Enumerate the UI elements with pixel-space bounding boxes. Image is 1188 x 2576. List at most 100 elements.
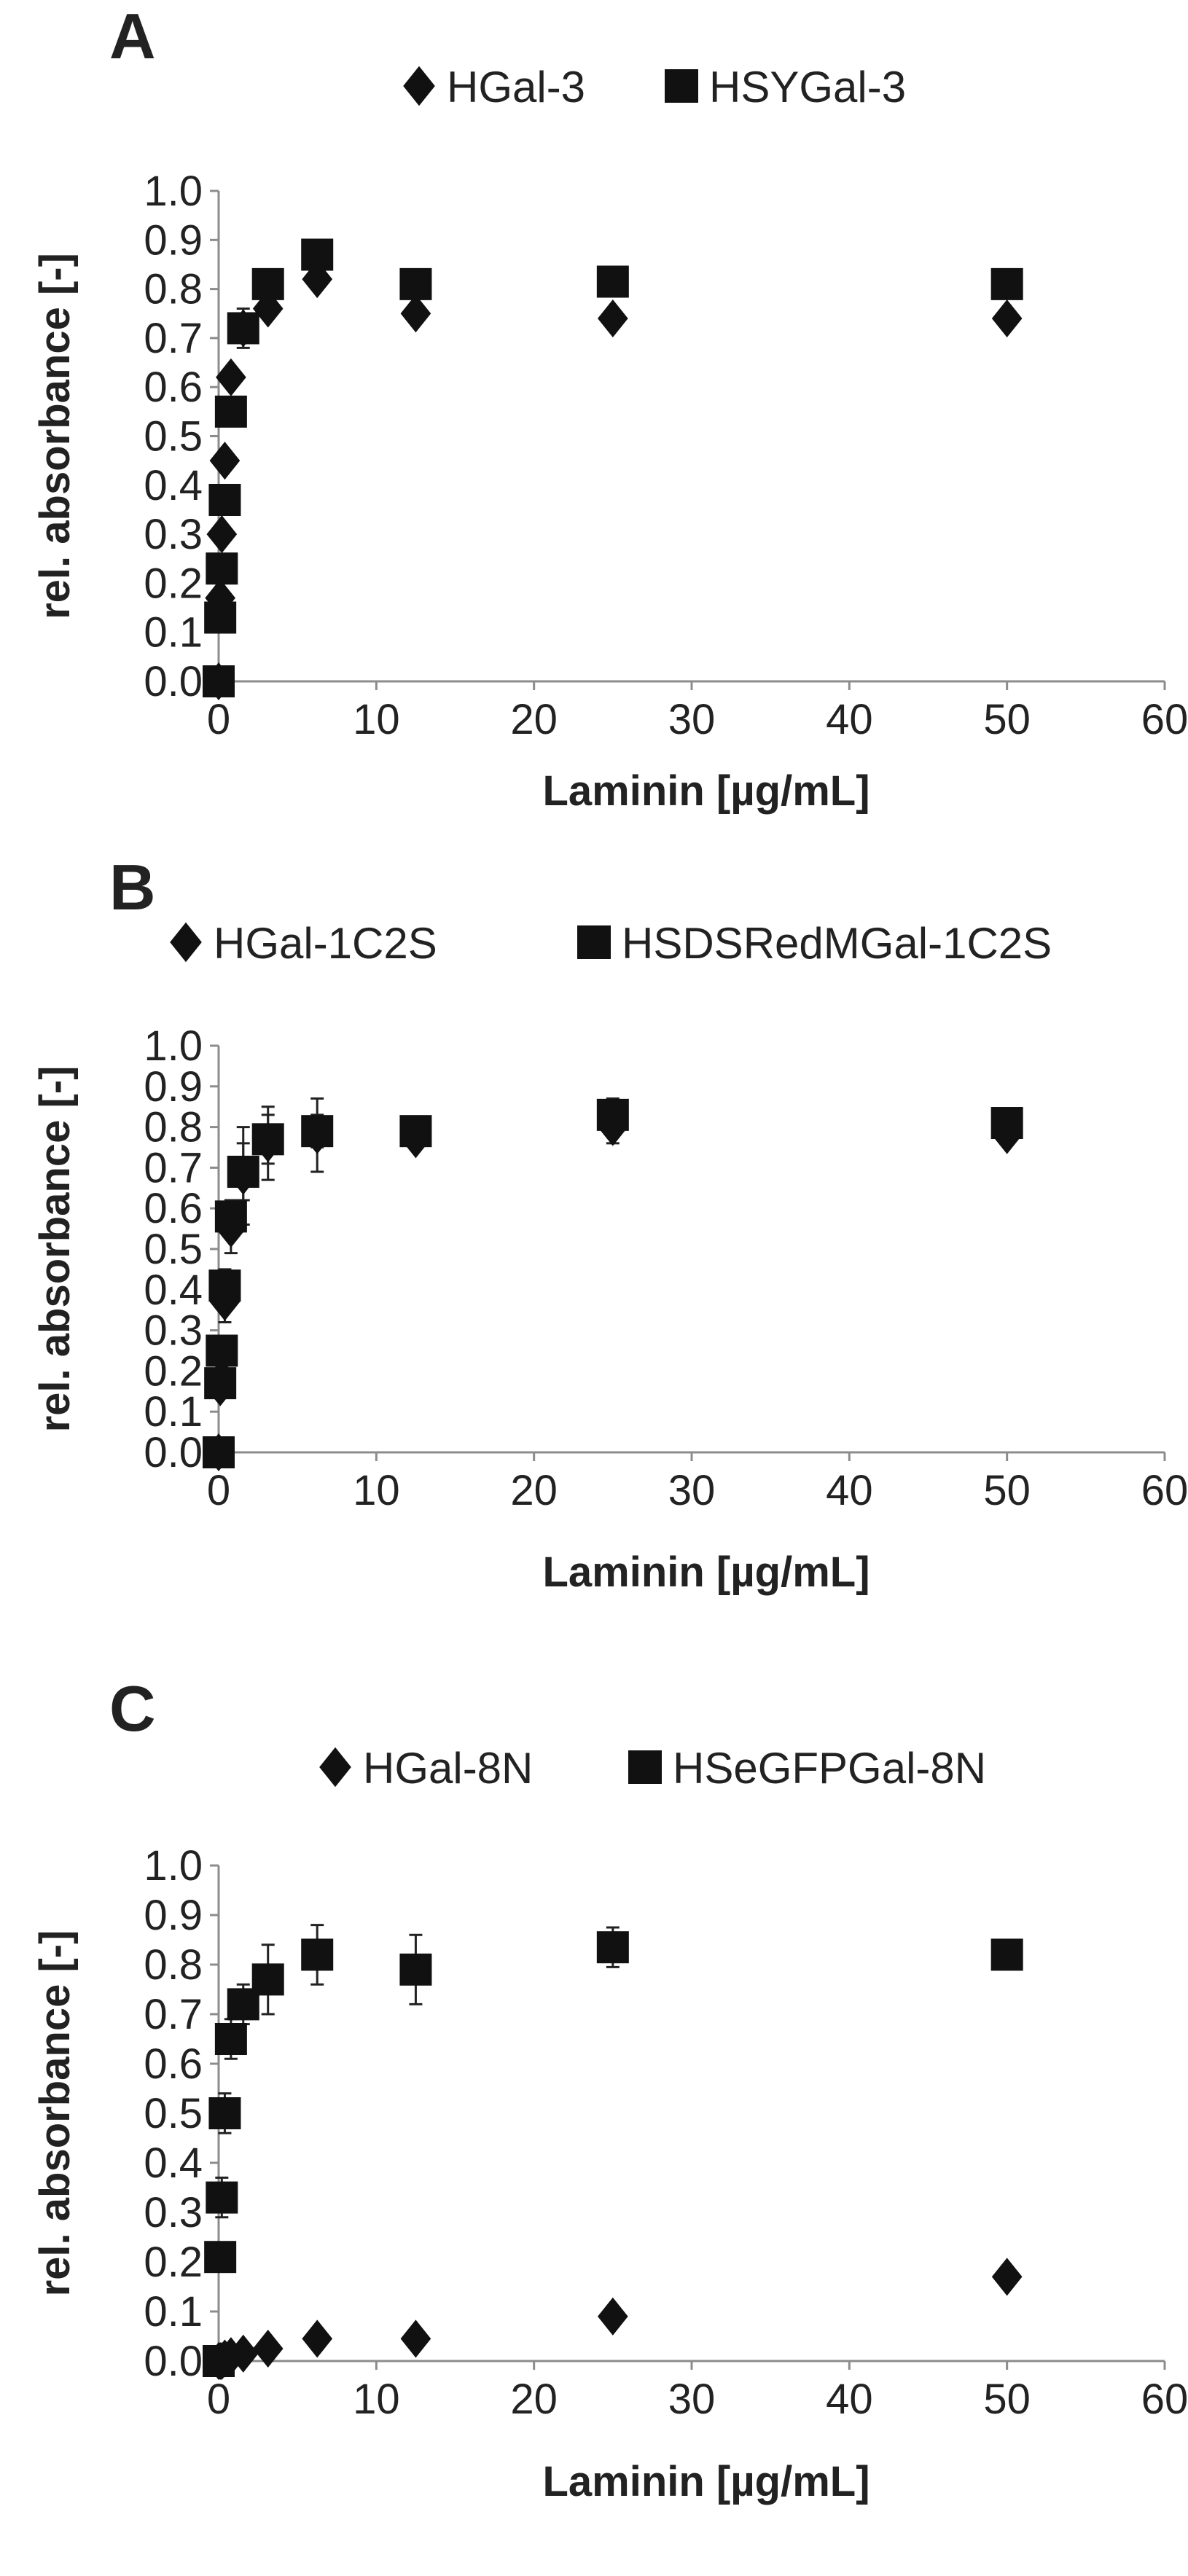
data-point-square — [208, 2097, 241, 2129]
y-tick-label: 0.3 — [144, 2189, 203, 2236]
x-tick-label: 60 — [1141, 1467, 1188, 1514]
legend-marker-square — [628, 1750, 662, 1784]
data-point-square — [214, 395, 247, 428]
data-point-diamond — [598, 299, 628, 338]
y-tick-label: 0.5 — [144, 413, 203, 461]
data-point-square — [399, 1115, 432, 1148]
x-tick-label: 20 — [510, 1467, 558, 1514]
y-tick-label: 0.5 — [144, 2090, 203, 2137]
y-tick-label: 0.0 — [144, 2338, 203, 2385]
data-point-square — [206, 1334, 238, 1367]
y-tick-label: 0.1 — [144, 2288, 203, 2336]
data-point-square — [251, 1123, 284, 1156]
x-tick-label: 30 — [668, 696, 716, 743]
data-point-square — [204, 2241, 237, 2274]
y-axis-title: rel. absorbance [-] — [31, 1930, 79, 2297]
x-tick-label: 10 — [353, 1467, 400, 1514]
x-tick-label: 40 — [826, 1467, 873, 1514]
data-point-square — [251, 1963, 284, 1996]
y-tick-label: 0.3 — [144, 1307, 203, 1355]
data-point-diamond — [400, 294, 431, 333]
y-tick-label: 0.2 — [144, 560, 203, 607]
y-tick-label: 0.6 — [144, 364, 203, 411]
data-point-diamond — [598, 2297, 628, 2336]
y-tick-label: 0.1 — [144, 609, 203, 657]
y-tick-label: 0.6 — [144, 1185, 203, 1232]
legend-label: HSDSRedMGal-1C2S — [622, 919, 1052, 968]
data-point-square — [208, 1269, 241, 1302]
x-tick-label: 30 — [668, 1467, 716, 1514]
x-tick-label: 0 — [207, 696, 230, 743]
data-point-square — [204, 1367, 237, 1400]
data-point-square — [204, 601, 237, 634]
x-tick-label: 50 — [983, 2376, 1031, 2423]
data-point-square — [990, 1107, 1023, 1140]
x-tick-label: 20 — [510, 696, 558, 743]
data-point-square — [203, 1436, 235, 1468]
data-point-square — [208, 483, 241, 516]
data-point-square — [227, 1155, 259, 1188]
x-axis-title: Laminin [µg/mL] — [542, 767, 869, 815]
data-point-square — [990, 1938, 1023, 1971]
y-tick-label: 0.7 — [144, 1991, 203, 2038]
data-point-diamond — [252, 2329, 284, 2368]
data-point-diamond — [227, 2334, 259, 2373]
legend-label: HSeGFPGal-8N — [673, 1744, 986, 1793]
data-point-square — [301, 1938, 334, 1971]
y-tick-label: 0.2 — [144, 1347, 203, 1395]
y-tick-label: 0.8 — [144, 1104, 203, 1151]
data-point-diamond — [206, 515, 238, 554]
data-point-diamond — [209, 1283, 241, 1321]
y-tick-label: 0.0 — [144, 1429, 203, 1476]
x-tick-label: 40 — [826, 2376, 873, 2423]
y-tick-label: 0.7 — [144, 315, 203, 362]
x-tick-label: 60 — [1141, 696, 1188, 743]
x-tick-label: 10 — [353, 696, 400, 743]
data-point-diamond — [991, 2258, 1023, 2296]
legend-label: HSYGal-3 — [709, 63, 906, 111]
x-tick-label: 50 — [983, 696, 1031, 743]
data-point-diamond — [400, 2319, 431, 2358]
data-point-square — [203, 665, 235, 697]
data-point-square — [251, 267, 284, 300]
data-point-square — [301, 238, 334, 271]
data-point-square — [596, 1098, 629, 1131]
legend-marker-diamond — [170, 922, 202, 963]
y-tick-label: 0.9 — [144, 1892, 203, 1939]
data-point-square — [301, 1115, 334, 1148]
panel-letter: A — [109, 0, 156, 72]
x-axis-title: Laminin [µg/mL] — [542, 1549, 869, 1596]
x-axis-title: Laminin [µg/mL] — [542, 2458, 869, 2505]
legend-marker-diamond — [319, 1747, 351, 1788]
data-point-square — [990, 267, 1023, 300]
y-tick-label: 0.8 — [144, 1941, 203, 1989]
y-tick-label: 0.9 — [144, 1063, 203, 1111]
data-point-diamond — [991, 299, 1023, 338]
panel-letter: B — [109, 851, 156, 923]
y-tick-label: 0.8 — [144, 266, 203, 313]
x-tick-label: 40 — [826, 696, 873, 743]
y-tick-label: 0.6 — [144, 2040, 203, 2088]
x-tick-label: 0 — [207, 1467, 230, 1514]
y-tick-label: 0.5 — [144, 1226, 203, 1273]
data-point-square — [214, 2023, 247, 2055]
data-point-square — [596, 265, 629, 298]
data-point-square — [399, 267, 432, 300]
data-point-square — [206, 2181, 238, 2214]
y-tick-label: 0.3 — [144, 511, 203, 558]
legend-marker-square — [665, 69, 698, 103]
data-point-diamond — [209, 442, 241, 480]
y-tick-label: 1.0 — [144, 1842, 203, 1890]
legend-label: HGal-1C2S — [214, 919, 437, 968]
x-tick-label: 0 — [207, 2376, 230, 2423]
y-tick-label: 0.4 — [144, 2140, 203, 2187]
y-tick-label: 0.7 — [144, 1144, 203, 1191]
y-tick-label: 0.4 — [144, 1267, 203, 1314]
data-point-square — [203, 2345, 235, 2377]
data-point-diamond — [302, 2319, 333, 2358]
data-point-diamond — [252, 289, 284, 328]
